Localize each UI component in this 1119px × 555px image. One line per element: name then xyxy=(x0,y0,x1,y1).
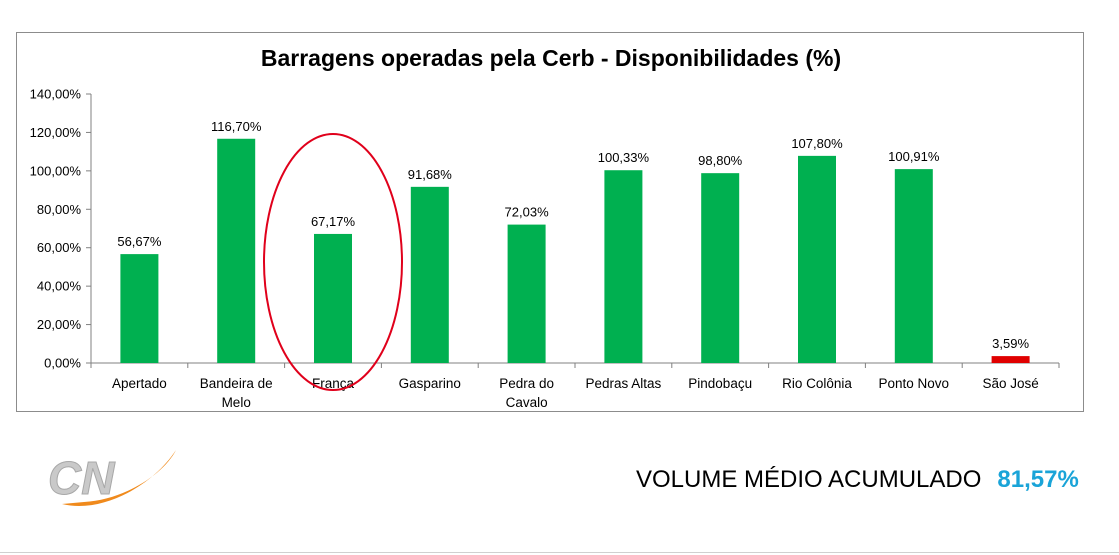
y-tick-label: 140,00% xyxy=(30,87,82,102)
bar-5 xyxy=(604,170,643,363)
bar-4 xyxy=(507,224,546,363)
bar-9 xyxy=(991,356,1030,363)
category-label-1: Bandeira de xyxy=(200,376,273,391)
chart-title: Barragens operadas pela Cerb - Disponibi… xyxy=(260,45,842,71)
volume-value: 81,57% xyxy=(997,466,1079,493)
category-label-2: França xyxy=(312,376,355,391)
data-label-7: 107,80% xyxy=(791,136,843,151)
bar-3 xyxy=(410,186,449,363)
category-label-3: Gasparino xyxy=(399,376,461,391)
category-label-0: Apertado xyxy=(112,376,167,391)
data-label-0: 56,67% xyxy=(117,234,162,249)
category-label-8: Ponto Novo xyxy=(879,376,950,391)
bar-0 xyxy=(120,254,159,363)
bar-6 xyxy=(701,173,740,363)
bar-2 xyxy=(314,233,352,363)
y-tick-label: 120,00% xyxy=(30,125,82,140)
chart-frame: Barragens operadas pela Cerb - Disponibi… xyxy=(16,32,1084,412)
y-tick-label: 20,00% xyxy=(37,317,82,332)
bar-chart: 0,00% 20,00% 40,00% 60,00% 80,00% 100,00% 120,… xyxy=(30,87,1060,410)
category-label-6: Pindobaçu xyxy=(688,376,752,391)
data-label-9: 3,59% xyxy=(992,336,1029,351)
cn-logo: CN xyxy=(48,450,176,506)
bar-7 xyxy=(798,155,836,363)
category-label-9: São José xyxy=(982,376,1038,391)
category-label-7: Rio Colônia xyxy=(782,376,852,391)
y-tick-label: 60,00% xyxy=(37,240,82,255)
data-label-1: 116,70% xyxy=(211,119,262,134)
category-label-1: Melo xyxy=(222,395,251,410)
data-label-8: 100,91% xyxy=(888,149,940,164)
logo-letters: CN xyxy=(48,452,115,504)
category-label-5: Pedras Altas xyxy=(586,376,662,391)
highlight-ellipse xyxy=(263,133,403,391)
bar-1 xyxy=(217,138,256,363)
data-label-2: 67,17% xyxy=(311,214,356,229)
y-tick-label: 40,00% xyxy=(37,279,82,294)
data-label-6: 98,80% xyxy=(698,153,743,168)
logo-swoosh-shape xyxy=(62,450,176,506)
volume-summary: VOLUME MÉDIO ACUMULADO 81,57% xyxy=(636,466,1079,494)
data-label-3: 91,68% xyxy=(408,167,453,182)
data-label-4: 72,03% xyxy=(505,205,550,220)
category-label-4: Pedra do xyxy=(499,376,554,391)
bar-8 xyxy=(894,169,933,363)
y-tick-label: 0,00% xyxy=(44,356,81,371)
volume-label: VOLUME MÉDIO ACUMULADO xyxy=(636,466,982,493)
bottom-divider xyxy=(0,552,1119,553)
category-label-4: Cavalo xyxy=(506,395,548,410)
y-tick-label: 100,00% xyxy=(30,163,82,178)
data-label-5: 100,33% xyxy=(598,150,650,165)
y-tick-label: 80,00% xyxy=(37,202,82,217)
